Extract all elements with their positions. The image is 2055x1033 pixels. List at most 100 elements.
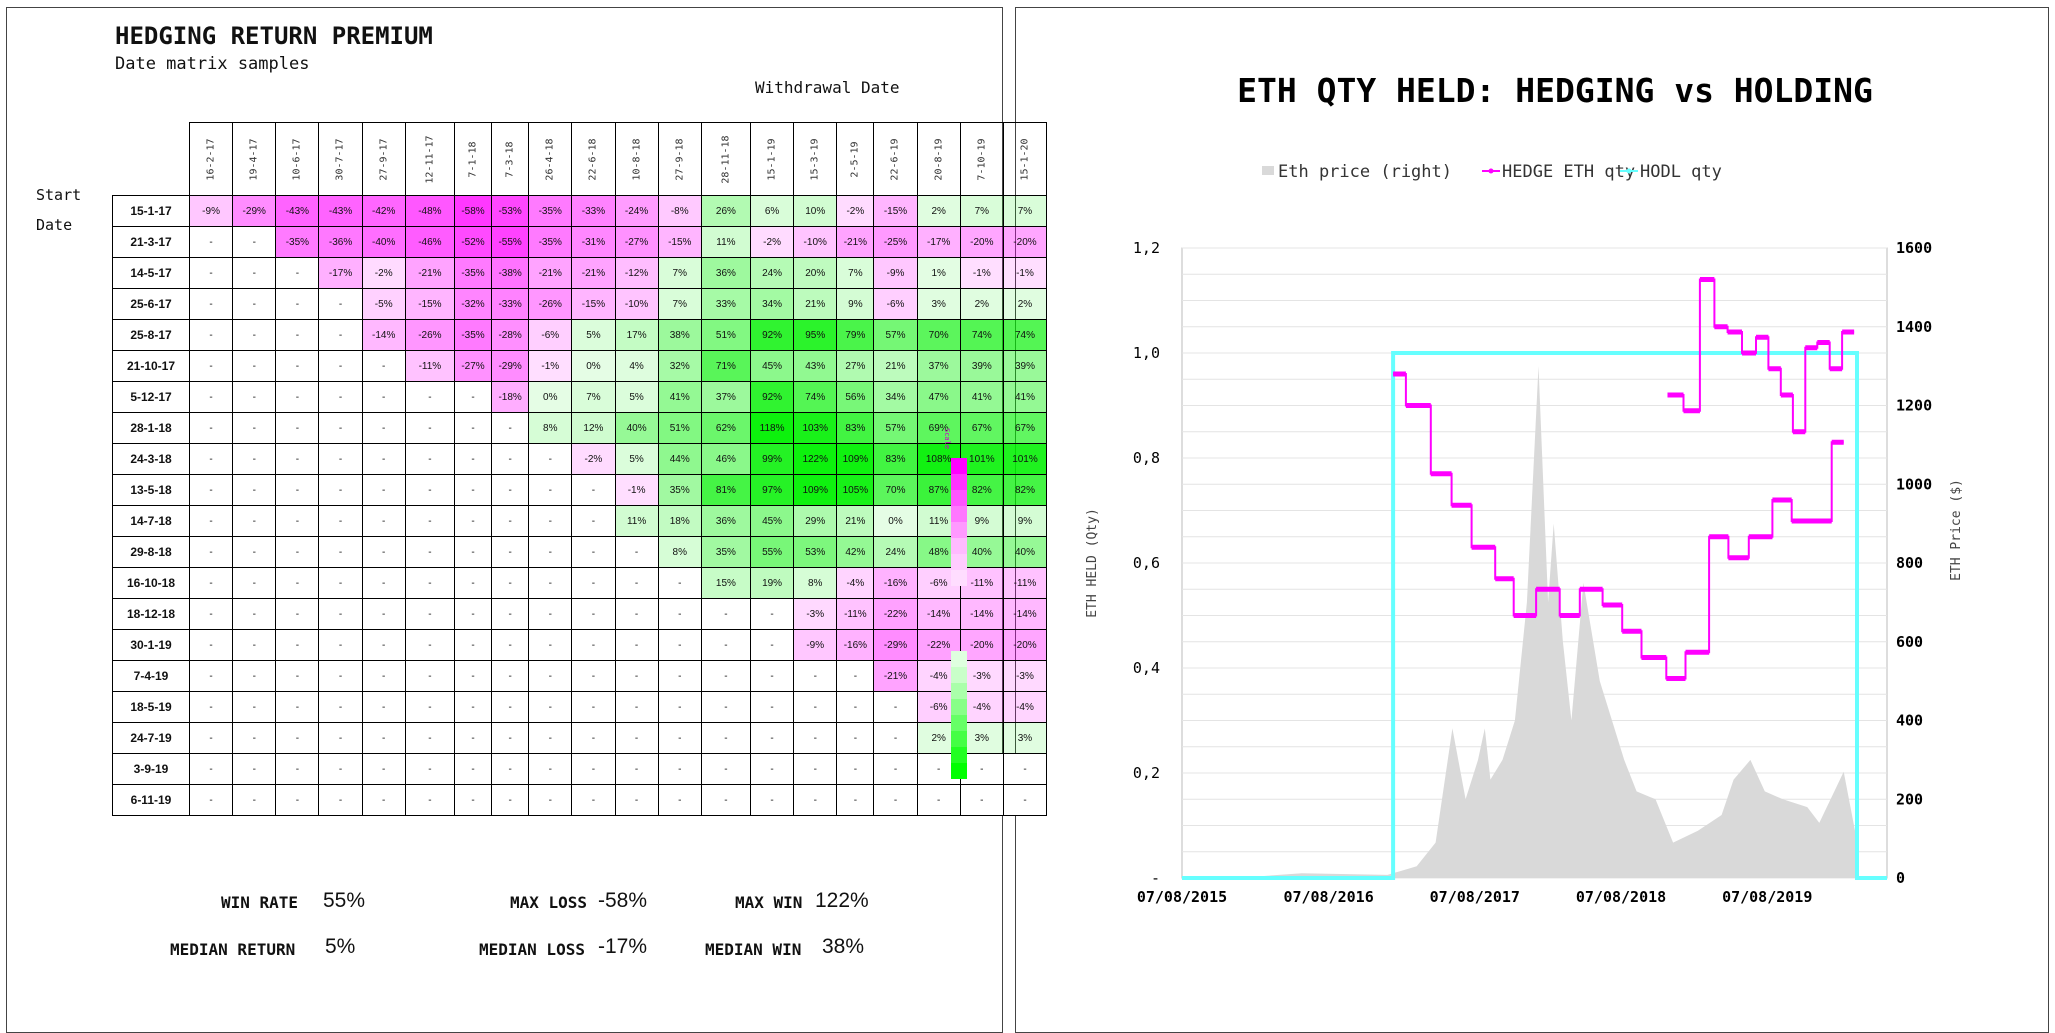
table-row: 24-3-18- - - - - - - - - -2% 5% 44% 46% 99% 122% 109% 83… (112, 443, 1048, 475)
y-tick-label: 0,4 (1133, 659, 1160, 677)
matrix-cell: 57% (873, 319, 918, 351)
matrix-cell: -14% (916, 598, 961, 630)
matrix-cell: 109% (793, 474, 838, 506)
matrix-cell: - (793, 753, 838, 785)
matrix-cell: 44% (657, 443, 702, 475)
matrix-cell: 74% (793, 381, 838, 413)
row-header: 25-6-17 (112, 288, 190, 320)
matrix-cell: - (657, 598, 702, 630)
table-row: 28-1-18- - - - - - - -8% 12% 40% 51% 62% 118% 103% 83%… (112, 412, 1048, 444)
y2-axis-label: ETH Price ($) (1949, 479, 1964, 581)
matrix-cell: - (453, 784, 493, 816)
matrix-cell: -43% (275, 195, 320, 227)
column-header: 20-8-19 (916, 122, 961, 196)
matrix-cell: - (657, 660, 702, 692)
matrix-cell: - (453, 443, 493, 475)
matrix-cell: - (318, 691, 363, 723)
matrix-cell: - (491, 412, 530, 444)
matrix-cell: 35% (700, 536, 752, 568)
matrix-cell: -36% (318, 226, 363, 258)
matrix-cell: 70% (873, 474, 918, 506)
matrix-cell: 9% (836, 288, 875, 320)
matrix-cell: 67% (1002, 412, 1048, 444)
table-row: 14-7-18- - - - - - - - - -11% 18% 36% 45% 29% 21% 0% 11%… (112, 505, 1048, 537)
matrix-cell: 56% (836, 381, 875, 413)
matrix-cell: -29% (491, 350, 530, 382)
matrix-cell: 101% (959, 443, 1004, 475)
matrix-cell: - (959, 784, 1004, 816)
matrix-cell: 122% (793, 443, 838, 475)
matrix-cell: -15% (873, 195, 918, 227)
legend-swatch (1262, 166, 1274, 175)
matrix-cell: 55% (749, 536, 795, 568)
matrix-cell: -24% (614, 195, 659, 227)
scale-swatch (951, 522, 967, 538)
matrix-cell: -1% (959, 257, 1004, 289)
matrix-cell: 74% (1002, 319, 1048, 351)
matrix-cell: - (275, 722, 320, 754)
matrix-cell: -11% (1002, 567, 1048, 599)
matrix-cell: - (318, 629, 363, 661)
matrix-cell: - (571, 474, 616, 506)
column-header: 27-9-17 (361, 122, 406, 196)
matrix-cell: - (404, 474, 455, 506)
matrix-cell: - (232, 691, 277, 723)
y2-tick-label: 1000 (1896, 475, 1932, 493)
matrix-cell: 15% (700, 567, 752, 599)
matrix-cell: -4% (836, 567, 875, 599)
matrix-cell: - (232, 660, 277, 692)
matrix-cell: 21% (793, 288, 838, 320)
row-header: 16-10-18 (112, 567, 190, 599)
matrix-cell: -3% (1002, 660, 1048, 692)
matrix-cell: -15% (571, 288, 616, 320)
median-loss-label: MEDIAN LOSS (479, 940, 585, 959)
matrix-cell: 11% (700, 226, 752, 258)
matrix-cell: - (793, 660, 838, 692)
matrix-cell: 70% (916, 319, 961, 351)
matrix-cell: 57% (873, 412, 918, 444)
matrix-cell: 2% (1002, 288, 1048, 320)
matrix-cell: -58% (453, 195, 493, 227)
matrix-cell: - (453, 629, 493, 661)
scale-swatch (951, 747, 967, 763)
matrix-cell: -35% (528, 195, 573, 227)
matrix-cell: 33% (700, 288, 752, 320)
matrix-cell: - (404, 536, 455, 568)
matrix-cell: - (836, 691, 875, 723)
matrix-cell: 32% (657, 350, 702, 382)
matrix-cell: -14% (1002, 598, 1048, 630)
matrix-cell: 0% (528, 381, 573, 413)
matrix-cell: 99% (749, 443, 795, 475)
matrix-cell: -25% (873, 226, 918, 258)
matrix-cell: 109% (836, 443, 875, 475)
matrix-cell: 3% (1002, 722, 1048, 754)
matrix-cell: - (491, 474, 530, 506)
matrix-cell: -15% (404, 288, 455, 320)
matrix-cell: - (361, 567, 406, 599)
matrix-cell: -3% (793, 598, 838, 630)
matrix-cell: - (318, 288, 363, 320)
matrix-cell: - (188, 598, 234, 630)
matrix-cell: - (275, 443, 320, 475)
matrix-cell: -26% (404, 319, 455, 351)
matrix-cell: - (275, 350, 320, 382)
table-row: 24-7-19- - - - - - - - - - - - - - - - -2% 3% 3% (112, 722, 1048, 754)
matrix-cell: 103% (793, 412, 838, 444)
matrix-cell: 38% (657, 319, 702, 351)
matrix-cell: - (275, 505, 320, 537)
scale-swatch (951, 474, 967, 490)
matrix-cell: 7% (657, 288, 702, 320)
row-header: 14-7-18 (112, 505, 190, 537)
matrix-cell: -48% (404, 195, 455, 227)
matrix-cell: -4% (959, 691, 1004, 723)
row-header: 21-3-17 (112, 226, 190, 258)
matrix-cell: - (318, 350, 363, 382)
matrix-cell: 3% (959, 722, 1004, 754)
median-loss-value: -17% (598, 935, 648, 958)
table-row: 25-8-17- - - - -14% -26% -35% -28% -6% 5% 17% 38% 51… (112, 319, 1048, 351)
matrix-cell: -21% (571, 257, 616, 289)
matrix-cell: - (793, 722, 838, 754)
matrix-cell: - (188, 536, 234, 568)
matrix-cell: -46% (404, 226, 455, 258)
